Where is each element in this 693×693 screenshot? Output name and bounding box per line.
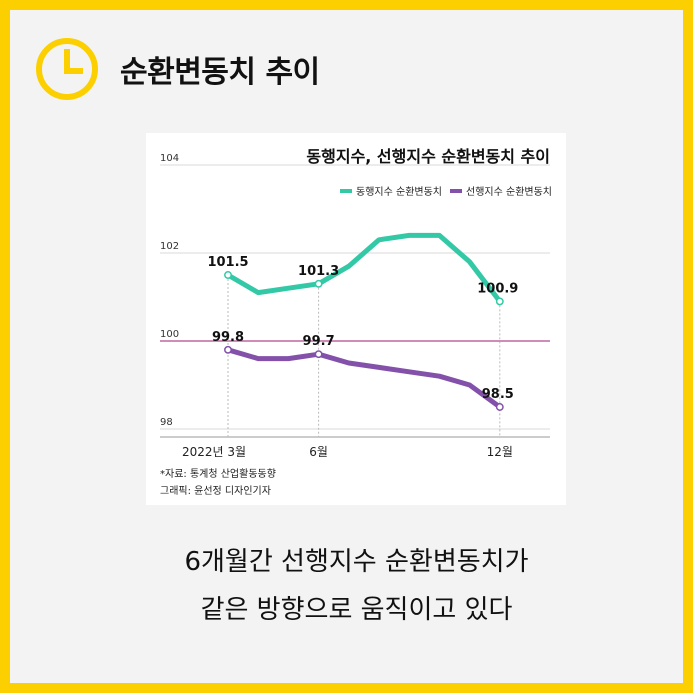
y-tick-label: 100: [160, 329, 179, 340]
y-tick-label: 104: [160, 153, 179, 164]
data-point: [495, 297, 504, 306]
legend-item-leading: 선행지수 순환변동치: [450, 183, 552, 198]
legend-item-coincident: 동행지수 순환변동치: [340, 183, 442, 198]
data-label: 100.9: [477, 281, 518, 296]
data-point: [495, 403, 504, 411]
data-label: 99.7: [303, 334, 335, 349]
series-line-coincident: [225, 232, 503, 304]
chart-legend: 동행지수 순환변동치 선행지수 순환변동치: [340, 183, 552, 198]
caption-line-1: 6개월간 선행지수 순환변동치가: [184, 547, 529, 577]
legend-label-coincident: 동행지수 순환변동치: [356, 187, 443, 198]
x-tick-label: 12월: [487, 445, 513, 459]
data-label: 98.5: [482, 387, 514, 402]
data-point: [224, 345, 232, 354]
series-line-leading: [225, 347, 503, 410]
data-label: 99.8: [212, 330, 244, 345]
data-label: 101.5: [207, 255, 248, 270]
header: 순환변동치 추이: [34, 34, 320, 104]
y-tick-label: 98: [160, 417, 173, 428]
chart-card: 104 102 100 98 2022년 3월 6월 12월 101.5 101.3 100.9 9…: [146, 133, 566, 505]
chart-title: 동행지수, 선행지수 순환변동치 추이: [306, 147, 550, 166]
data-point: [314, 279, 323, 288]
data-label: 101.3: [298, 264, 339, 279]
line-chart: 104 102 100 98 2022년 3월 6월 12월 101.5 101.3 100.9 9…: [160, 153, 550, 459]
clock-icon: [36, 38, 98, 100]
credit-line: 그래픽: 윤선정 디자인기자: [160, 486, 271, 497]
data-point: [224, 271, 232, 279]
x-tick-label: 2022년 3월: [182, 445, 246, 459]
caption: 6개월간 선행지수 순환변동치가 같은 방향으로 움직이고 있다: [10, 538, 693, 634]
legend-label-leading: 선행지수 순환변동치: [466, 187, 552, 198]
legend-swatch-leading: [450, 188, 463, 193]
legend-swatch-coincident: [340, 188, 353, 193]
y-tick-label: 102: [160, 241, 179, 252]
source-line: *자료: 통계청 산업활동동향: [160, 469, 276, 480]
caption-line-2: 같은 방향으로 움직이고 있다: [200, 595, 513, 625]
data-point: [314, 350, 323, 359]
page-title: 순환변동치 추이: [120, 55, 320, 90]
chart-source: *자료: 통계청 산업활동동향 그래픽: 윤선정 디자인기자: [160, 466, 276, 500]
x-tick-label: 6월: [309, 445, 328, 459]
